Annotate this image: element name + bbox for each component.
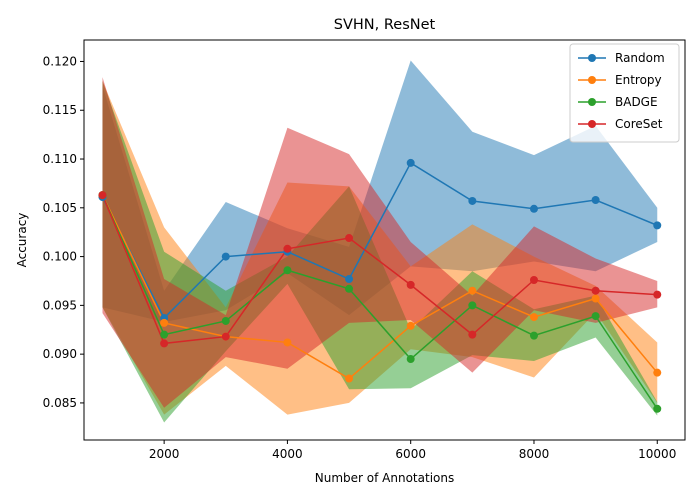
- coreset-data-point: [345, 234, 354, 243]
- plot-frame: [83, 39, 686, 441]
- legend-coreset-marker: [588, 120, 596, 128]
- badge-data-point: [406, 355, 415, 364]
- y-tick-label: 0.090: [43, 347, 77, 361]
- entropy-data-point: [591, 294, 600, 303]
- entropy-data-point: [283, 338, 292, 347]
- y-axis-title: Accuracy: [15, 213, 29, 268]
- x-axis-ticks: 2000 4000 6000 8000 10000: [149, 440, 676, 461]
- coreset-data-point: [160, 339, 169, 348]
- random-data-point: [591, 196, 600, 204]
- y-tick-label: 0.115: [43, 103, 77, 117]
- coreset-confidence-band: [102, 77, 658, 408]
- entropy-data-point: [406, 321, 415, 330]
- coreset-data-point: [283, 244, 292, 253]
- coreset-data-point: [529, 276, 538, 284]
- badge-data-point: [653, 404, 662, 413]
- coreset-data-point: [468, 330, 477, 339]
- entropy-data-point: [468, 286, 477, 295]
- x-tick-label: 2000: [149, 447, 180, 461]
- legend-entropy-label: Entropy: [615, 73, 662, 87]
- y-tick-label: 0.095: [43, 298, 77, 312]
- x-axis-title: Number of Annotations: [315, 471, 454, 485]
- y-tick-label: 0.110: [43, 152, 77, 166]
- entropy-series-line: [101, 194, 658, 380]
- badge-data-point: [221, 316, 230, 325]
- badge-data-point: [283, 266, 292, 275]
- badge-data-point: [529, 331, 538, 340]
- legend-entropy-marker: [588, 76, 596, 84]
- entropy-data-point: [345, 374, 354, 383]
- badge-data-point: [345, 284, 354, 293]
- series-lines: [101, 161, 658, 410]
- random-data-point: [529, 204, 538, 213]
- legend: Random Entropy BADGE CoreSet: [569, 43, 680, 143]
- legend-random-marker: [588, 54, 596, 62]
- x-tick-label: 10000: [638, 447, 676, 461]
- chart-title: SVHN, ResNet: [334, 17, 436, 33]
- badge-confidence-band: [102, 80, 658, 423]
- badge-data-point: [468, 301, 477, 310]
- random-data-point: [345, 275, 354, 284]
- random-data-point: [653, 221, 662, 230]
- y-axis-ticks: 0.085 0.090 0.095 0.100 0.105 0.110 0.115 0.120: [43, 54, 84, 410]
- entropy-data-point: [160, 318, 169, 327]
- legend-coreset-label: CoreSet: [615, 117, 663, 131]
- coreset-data-point: [98, 191, 107, 200]
- badge-data-point: [591, 312, 600, 321]
- random-data-point: [468, 196, 477, 205]
- entropy-data-point: [529, 313, 538, 322]
- legend-box: [569, 43, 680, 143]
- coreset-data-point: [221, 332, 230, 341]
- coreset-data-point: [653, 290, 662, 299]
- legend-badge-marker: [588, 98, 596, 106]
- coreset-series-line: [101, 194, 658, 345]
- y-tick-label: 0.105: [43, 201, 77, 215]
- x-tick-label: 6000: [395, 447, 426, 461]
- legend-random-label: Random: [615, 51, 665, 65]
- badge-data-point: [160, 330, 169, 339]
- coreset-data-point: [591, 286, 600, 295]
- random-data-point: [221, 252, 230, 261]
- badge-series-line: [101, 194, 658, 410]
- random-data-point: [406, 158, 415, 167]
- confidence-bands: [102, 60, 658, 423]
- series-markers: [98, 158, 662, 413]
- y-tick-label: 0.085: [43, 396, 77, 410]
- random-series-line: [101, 161, 658, 320]
- legend-badge-label: BADGE: [615, 95, 658, 109]
- coreset-data-point: [406, 280, 415, 289]
- y-tick-label: 0.100: [43, 250, 77, 264]
- entropy-data-point: [653, 368, 662, 377]
- x-tick-label: 8000: [519, 447, 550, 461]
- x-tick-label: 4000: [272, 447, 303, 461]
- y-tick-label: 0.120: [43, 54, 77, 68]
